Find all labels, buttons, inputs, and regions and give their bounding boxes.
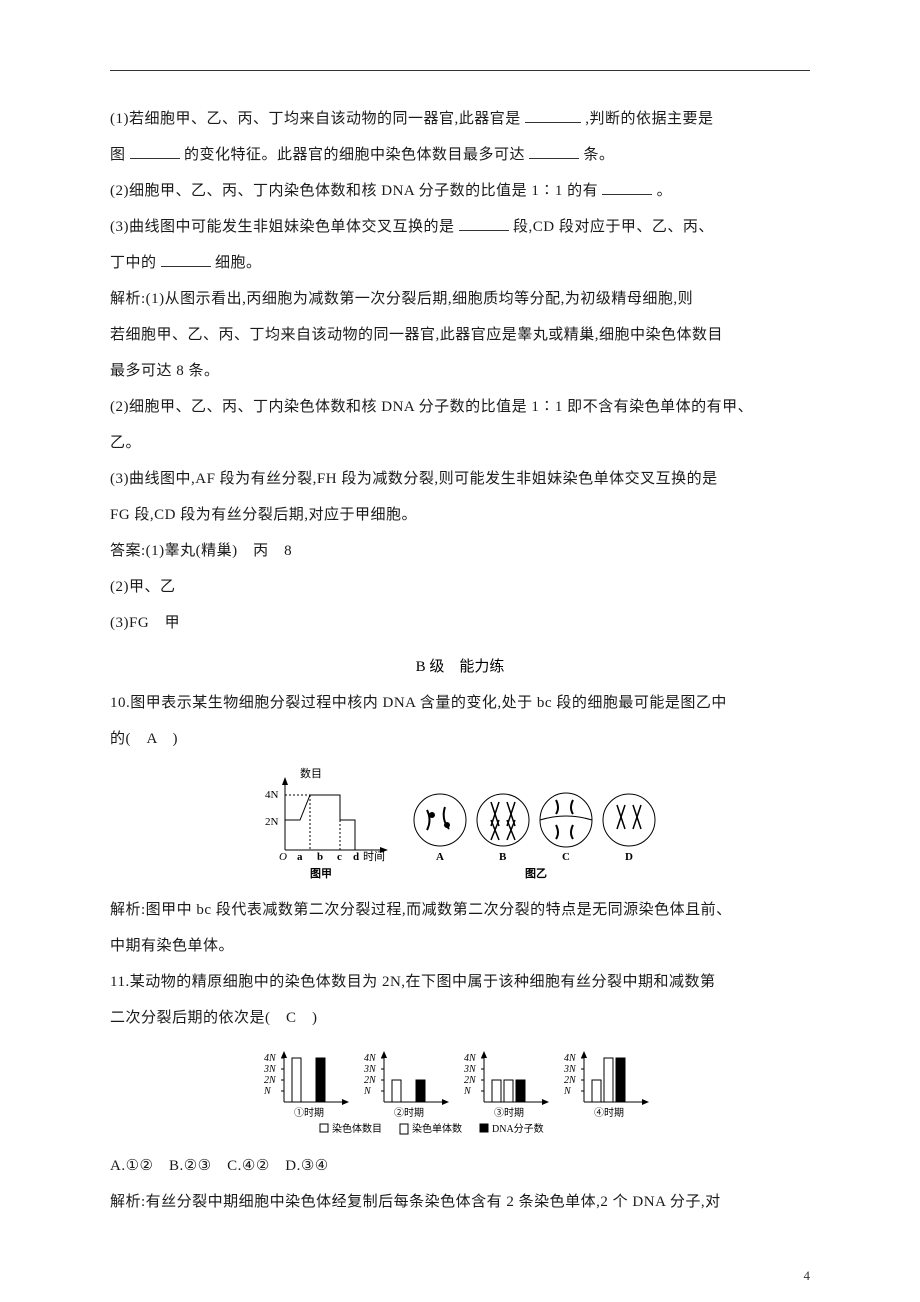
svg-text:染色体数目: 染色体数目	[332, 1122, 382, 1135]
cell-c-divider	[540, 816, 592, 820]
q10-xlabel: 时间	[363, 850, 385, 863]
q1-line3: (2)细胞甲、乙、丙、丁内染色体数和核 DNA 分子数的比值是 1∶1 的有 。	[110, 173, 810, 209]
svg-text:3N: 3N	[263, 1064, 277, 1075]
svg-text:④时期: ④时期	[594, 1107, 624, 1119]
q1-ans2: (2)甲、乙	[110, 569, 810, 605]
tick-4n: 4N	[265, 789, 279, 801]
svg-text:2N: 2N	[264, 1075, 277, 1086]
q11-stem2: 二次分裂后期的依次是( C )	[110, 1000, 810, 1036]
q11-exp1: 解析:有丝分裂中期细胞中染色体经复制后每条染色体含有 2 条染色单体,2 个 D…	[110, 1184, 810, 1220]
q11-figure: 4N3N2NN①时期4N3N2NN②时期4N3N2NN③时期4N3N2NN④时期…	[110, 1044, 810, 1144]
cell-c-chromo	[556, 800, 573, 839]
text: (3)曲线图中可能发生非姐妹染色单体交叉互换的是	[110, 219, 455, 235]
label-d: D	[625, 851, 633, 863]
q11-stem1: 11.某动物的精原细胞中的染色体数目为 2N,在下图中属于该种细胞有丝分裂中期和…	[110, 964, 810, 1000]
q10-exp1: 解析:图甲中 bc 段代表减数第二次分裂过程,而减数第二次分裂的特点是无同源染色…	[110, 892, 810, 928]
q1-ans3: (3)FG 甲	[110, 605, 810, 641]
cell-d-outline	[603, 794, 655, 846]
q1-exp5: 乙。	[110, 425, 810, 461]
svg-text:②时期: ②时期	[394, 1107, 424, 1119]
label-b: B	[499, 851, 507, 863]
q10-ylabel: 数目	[300, 767, 322, 780]
q11-options: A.①② B.②③ C.④② D.③④	[110, 1148, 810, 1184]
q10-stem2: 的( A )	[110, 721, 810, 757]
text: 丁中的	[110, 255, 157, 271]
text: 图	[110, 147, 126, 163]
q1-ans1: 答案:(1)睾丸(精巢) 丙 8	[110, 533, 810, 569]
svg-text:③时期: ③时期	[494, 1107, 524, 1119]
svg-text:N: N	[563, 1086, 572, 1097]
blank	[130, 143, 180, 159]
label-c: C	[562, 851, 570, 863]
q1-exp4: (2)细胞甲、乙、丙、丁内染色体数和核 DNA 分子数的比值是 1∶1 即不含有…	[110, 389, 810, 425]
caption-right: 图乙	[525, 867, 547, 880]
cell-b-chromo	[491, 802, 515, 840]
svg-text:N: N	[463, 1086, 472, 1097]
svg-text:3N: 3N	[463, 1064, 477, 1075]
blank	[529, 143, 579, 159]
cell-a-outline	[414, 794, 466, 846]
q1-line2: 图 的变化特征。此器官的细胞中染色体数目最多可达 条。	[110, 137, 810, 173]
svg-text:4N: 4N	[464, 1053, 477, 1064]
q1-line4: (3)曲线图中可能发生非姐妹染色单体交叉互换的是 段,CD 段对应于甲、乙、丙、	[110, 209, 810, 245]
section-b-title: B 级 能力练	[110, 649, 810, 685]
tick-a: a	[297, 851, 303, 863]
arrow-icon	[282, 777, 288, 785]
svg-text:4N: 4N	[264, 1053, 277, 1064]
text: 段,CD 段对应于甲、乙、丙、	[513, 219, 714, 235]
text: 条。	[584, 147, 615, 163]
cell-d-chromo	[617, 805, 641, 829]
text: (1)若细胞甲、乙、丙、丁均来自该动物的同一器官,此器官是	[110, 111, 521, 127]
q10-svg: 数目 4N 2N O a b c d	[245, 765, 675, 883]
svg-text:4N: 4N	[564, 1053, 577, 1064]
blank	[459, 215, 509, 231]
q10-figure: 数目 4N 2N O a b c d	[110, 765, 810, 888]
q10-stem1: 10.图甲表示某生物细胞分裂过程中核内 DNA 含量的变化,处于 bc 段的细胞…	[110, 685, 810, 721]
cell-b-outline	[477, 794, 529, 846]
q1-line1: (1)若细胞甲、乙、丙、丁均来自该动物的同一器官,此器官是 ,判断的依据主要是	[110, 101, 810, 137]
svg-text:4N: 4N	[364, 1053, 377, 1064]
svg-text:N: N	[263, 1086, 272, 1097]
blank	[602, 179, 652, 195]
origin-o: O	[279, 851, 287, 863]
q1-exp6: (3)曲线图中,AF 段为有丝分裂,FH 段为减数分裂,则可能发生非姐妹染色单体…	[110, 461, 810, 497]
svg-text:2N: 2N	[464, 1075, 477, 1086]
text: (2)细胞甲、乙、丙、丁内染色体数和核 DNA 分子数的比值是 1∶1 的有	[110, 183, 598, 199]
tick-c: c	[337, 851, 342, 863]
page: (1)若细胞甲、乙、丙、丁均来自该动物的同一器官,此器官是 ,判断的依据主要是 …	[0, 0, 920, 1302]
caption-left: 图甲	[310, 867, 332, 880]
text: 。	[657, 183, 673, 199]
text: 的变化特征。此器官的细胞中染色体数目最多可达	[184, 147, 525, 163]
q10-exp2: 中期有染色单体。	[110, 928, 810, 964]
page-number: 4	[804, 1268, 811, 1284]
q1-line5: 丁中的 细胞。	[110, 245, 810, 281]
svg-text:DNA分子数: DNA分子数	[492, 1122, 544, 1135]
svg-text:染色单体数: 染色单体数	[412, 1122, 462, 1135]
top-rule	[110, 70, 810, 71]
q1-exp3: 最多可达 8 条。	[110, 353, 810, 389]
cell-c-outline	[540, 793, 592, 847]
svg-text:3N: 3N	[363, 1064, 377, 1075]
svg-text:2N: 2N	[364, 1075, 377, 1086]
q11-svg: 4N3N2NN①时期4N3N2NN②时期4N3N2NN③时期4N3N2NN④时期…	[250, 1044, 670, 1139]
q1-exp7: FG 段,CD 段为有丝分裂后期,对应于甲细胞。	[110, 497, 810, 533]
tick-d: d	[353, 851, 359, 863]
blank	[161, 251, 211, 267]
q1-exp1: 解析:(1)从图示看出,丙细胞为减数第一次分裂后期,细胞质均等分配,为初级精母细…	[110, 281, 810, 317]
svg-text:3N: 3N	[563, 1064, 577, 1075]
tick-2n: 2N	[265, 816, 279, 828]
blank	[525, 107, 581, 123]
svg-text:①时期: ①时期	[294, 1107, 324, 1119]
step-line	[285, 795, 355, 850]
q1-exp2: 若细胞甲、乙、丙、丁均来自该动物的同一器官,此器官应是睾丸或精巢,细胞中染色体数…	[110, 317, 810, 353]
text: ,判断的依据主要是	[585, 111, 713, 127]
svg-text:N: N	[363, 1086, 372, 1097]
text: 细胞。	[215, 255, 262, 271]
cell-a-chromo	[427, 807, 449, 830]
tick-b: b	[317, 851, 323, 863]
svg-text:2N: 2N	[564, 1075, 577, 1086]
label-a: A	[436, 851, 444, 863]
